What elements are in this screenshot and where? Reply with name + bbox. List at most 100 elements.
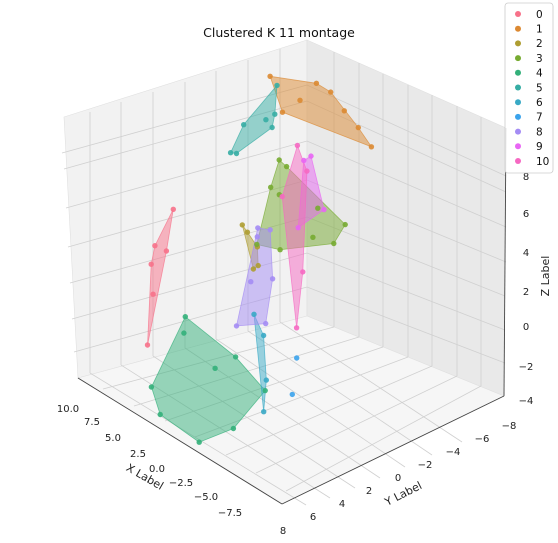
z-tick-label: 6 [523,209,529,220]
legend-label: 0 [536,9,543,21]
data-point-4-8 [148,384,155,390]
data-point-6-0 [263,377,269,383]
data-point-3-6 [254,241,260,248]
data-point-9-1 [308,153,314,159]
legend-marker [515,158,521,164]
data-point-1-0 [368,144,375,150]
y-tick-label: −8 [502,421,517,432]
data-point-4-6 [262,387,268,394]
data-point-9-2 [295,225,301,231]
data-point-1-3 [267,73,273,80]
y-tick-label: 8 [280,526,286,537]
data-point-2-2 [255,262,261,269]
legend-marker [515,40,521,47]
x-tick-label: −7.5 [218,508,242,519]
data-point-8-0 [269,276,276,282]
y-tick-label: 6 [310,512,316,523]
data-point-5-4 [233,150,240,157]
data-point-5-2 [263,117,269,123]
x-tick-label: 2.5 [130,449,146,460]
y-tick-label: −4 [446,447,461,458]
data-point-1-4 [355,124,361,131]
tick-labels: 10.0 7.5 5.0 2.50.0 −2.5−5.0−7.5 8 6 4 2 0 −2 −4 −6 −… [57,172,534,537]
legend-marker [515,113,521,120]
cluster-hull-0 [147,209,174,346]
x-tick-label: −5.0 [194,492,218,503]
data-point-0-3 [144,342,151,348]
cluster-hull-4 [151,316,266,443]
z-tick-label: 2 [523,287,529,298]
data-point-0-5 [152,243,158,249]
legend-label: 7 [536,112,543,124]
data-point-10-3 [293,325,300,331]
y-tick-label: 4 [339,499,345,510]
data-point-4-0 [230,425,237,432]
legend-marker [515,84,521,91]
legend-label: 4 [536,68,543,80]
y-tick-label: −6 [475,434,490,445]
data-point-9-3 [301,157,307,164]
legend-label: 8 [536,126,543,138]
legend-label: 5 [536,82,543,94]
data-point-0-0 [163,248,170,254]
x-tick-label: 10.0 [57,404,79,415]
z-tick-label: 8 [523,172,529,183]
data-point-5-0 [269,124,275,131]
legend-marker [515,11,521,17]
data-point-10-0 [304,168,310,174]
data-point-2-4 [244,229,251,235]
z-tick-label: 0 [523,322,529,333]
x-tick-label: 0.0 [149,464,165,475]
data-point-0-4 [148,261,154,267]
legend-label: 1 [536,24,543,36]
data-point-8-6 [233,323,240,329]
data-point-3-8 [331,240,337,247]
legend-label: 9 [536,141,543,153]
data-point-8-3 [254,234,260,240]
legend-marker [515,99,521,106]
legend: 0 1 2 3 4 5 6 7 8 9 10 [504,2,554,174]
data-point-8-2 [255,225,261,231]
x-tick-label: −2.5 [169,478,193,489]
data-point-10-1 [294,142,301,149]
data-point-3-0 [315,205,321,211]
data-point-4-4 [196,439,202,445]
y-tick-label: 2 [366,486,372,497]
legend-box [504,2,554,174]
cluster-points [144,73,375,445]
data-point-10-4 [279,193,285,200]
data-point-5-1 [241,122,247,128]
data-point-4-7 [232,354,239,360]
data-point-3-4 [310,234,316,240]
legend-marker [515,128,521,135]
legend-marker [515,143,521,150]
y-tick-label: −2 [418,460,433,471]
x-tick-label: 5.0 [105,433,121,444]
data-point-8-1 [267,227,273,233]
data-point-6-1 [260,332,267,339]
data-point-5-5 [274,82,280,89]
data-point-4-5 [157,411,163,418]
z-axis-label: Z Label [539,256,552,297]
data-point-7-1 [289,391,295,398]
legend-label: 10 [536,156,549,168]
cluster-hulls [147,75,373,443]
data-point-3-7 [342,221,348,228]
data-point-1-6 [279,109,286,115]
data-point-0-1 [170,206,176,212]
legend-label: 2 [536,38,543,50]
data-point-1-1 [341,108,347,114]
data-point-6-3 [251,311,257,317]
data-point-10-2 [300,269,306,275]
data-point-3-5 [277,247,283,253]
data-point-6-2 [261,409,267,415]
data-point-8-5 [248,279,254,285]
data-point-4-2 [182,314,188,320]
data-point-2-3 [239,222,245,228]
data-point-0-2 [150,291,156,297]
data-point-3-2 [276,157,282,163]
data-point-2-1 [250,266,257,272]
legend-marker [515,69,521,76]
data-point-4-1 [212,365,218,371]
data-point-3-3 [268,184,274,190]
